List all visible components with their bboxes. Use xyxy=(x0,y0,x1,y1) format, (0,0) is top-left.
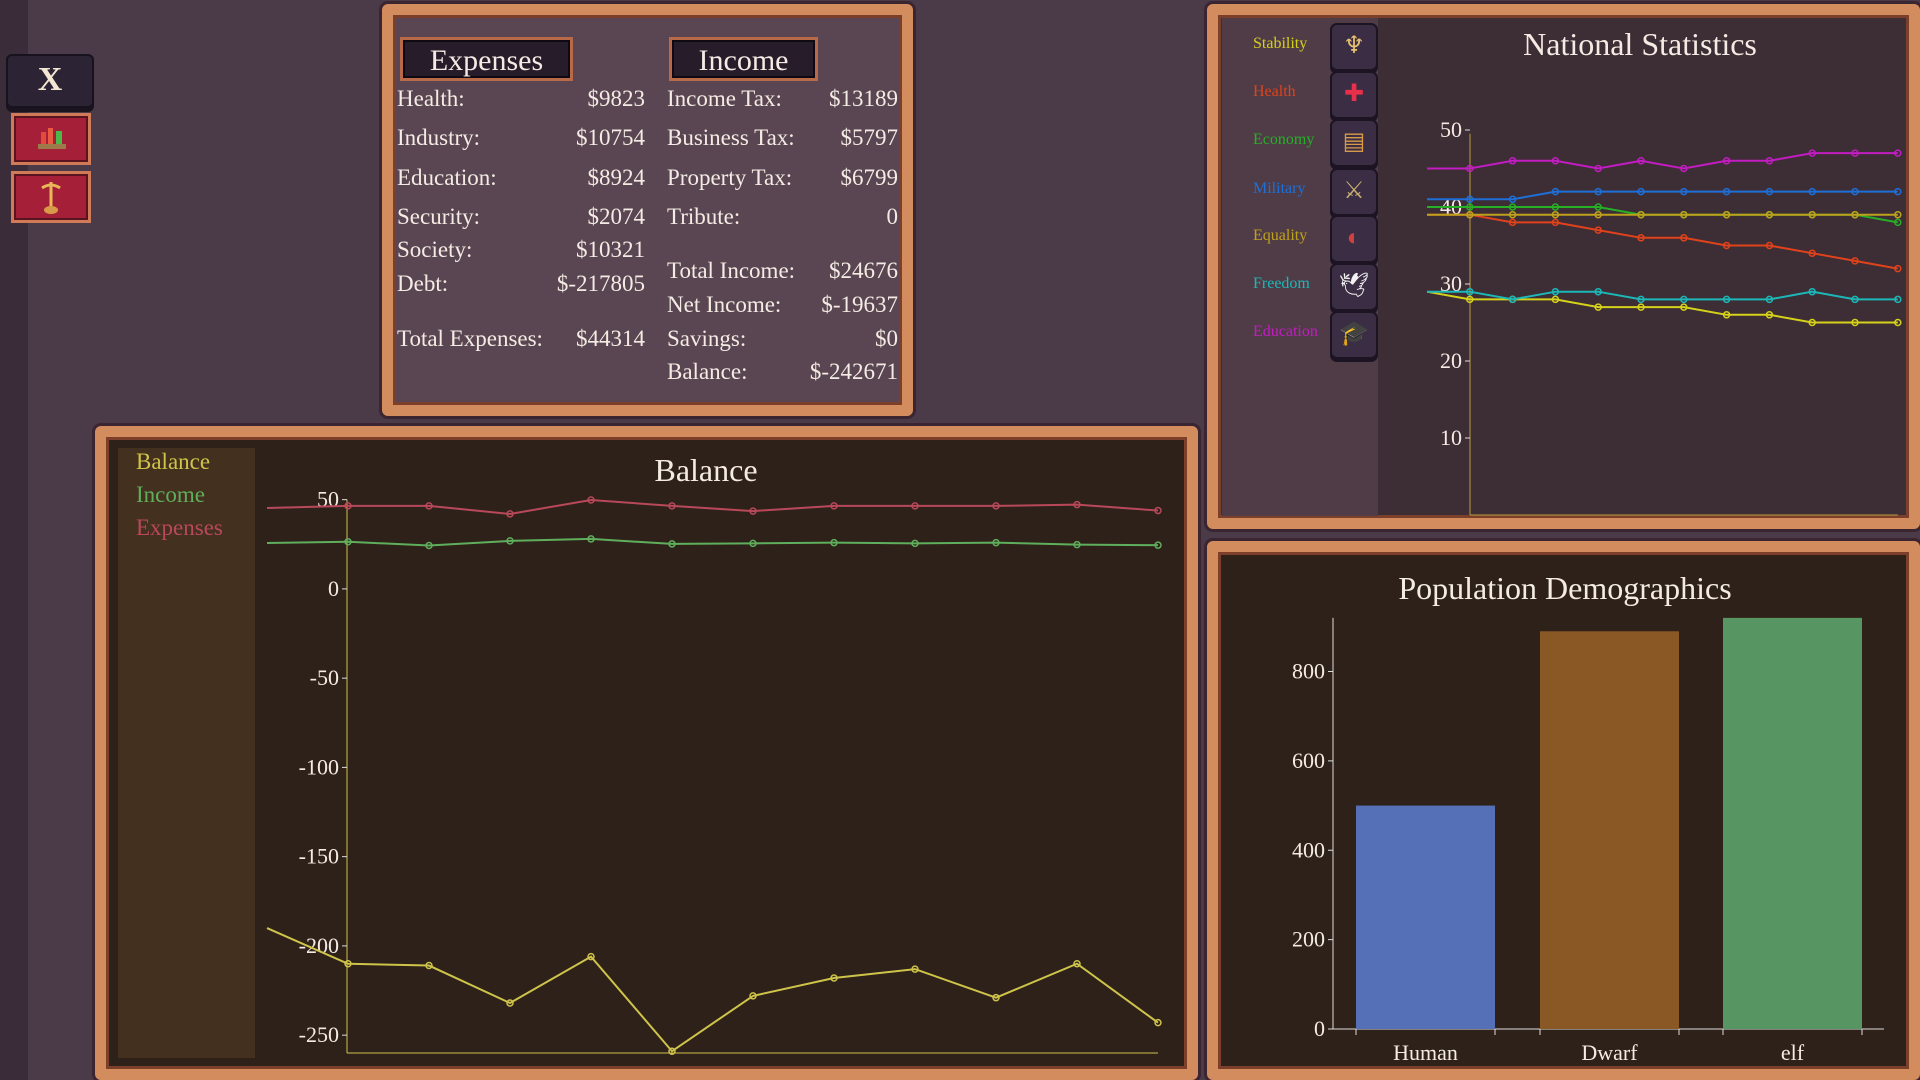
expense-label: Education: xyxy=(397,165,497,190)
health-potion-icon[interactable]: ✚ xyxy=(1330,71,1378,119)
expense-value: $9823 xyxy=(587,86,646,111)
statistics-button[interactable] xyxy=(11,113,91,165)
balance-chart-title: Balance xyxy=(654,452,758,488)
savings-label: Savings: xyxy=(667,326,747,351)
expense-label: Debt: xyxy=(397,271,449,296)
legend-expenses[interactable]: Expenses xyxy=(136,515,223,540)
expense-value: $2074 xyxy=(587,204,646,229)
population-panel xyxy=(1207,541,1920,1080)
balance-value: $-242671 xyxy=(809,359,898,384)
split-shield-icon[interactable]: ◐ xyxy=(1330,215,1378,263)
total-expenses-value: $44314 xyxy=(576,326,645,351)
population-chart-title: Population Demographics xyxy=(1398,570,1732,606)
caduceus-button[interactable] xyxy=(11,171,91,223)
expense-value: $10754 xyxy=(576,125,645,150)
national-statistics-title: National Statistics xyxy=(1523,26,1757,62)
expense-value: $-217805 xyxy=(556,271,645,296)
income-label: Business Tax: xyxy=(667,125,795,150)
balance-legend xyxy=(118,448,255,1058)
net-income-value: $-19637 xyxy=(821,292,898,317)
legend-military[interactable]: Military xyxy=(1253,180,1306,197)
bar-chart-icon xyxy=(38,128,66,149)
income-label: Income Tax: xyxy=(667,86,782,111)
graduation-cap-icon[interactable]: 🎓 xyxy=(1330,311,1378,359)
income-label: Tribute: xyxy=(667,204,741,229)
legend-freedom[interactable]: Freedom xyxy=(1253,275,1310,292)
treasure-chest-icon[interactable]: ▤ xyxy=(1330,119,1378,167)
sword-shield-icon[interactable]: ⚔ xyxy=(1330,168,1378,216)
legend-economy[interactable]: Economy xyxy=(1253,131,1315,148)
stability-emblem-icon[interactable]: ♆ xyxy=(1330,23,1378,71)
income-label: Property Tax: xyxy=(667,165,793,190)
income-value: $6799 xyxy=(840,165,899,190)
expenses-header: Expenses xyxy=(400,37,573,81)
total-income-value: $24676 xyxy=(829,258,898,283)
income-value: $5797 xyxy=(840,125,899,150)
income-header: Income xyxy=(669,37,818,81)
legend-balance[interactable]: Balance xyxy=(136,449,211,474)
expense-label: Health: xyxy=(397,86,465,111)
savings-value: $0 xyxy=(875,326,898,351)
expense-label: Society: xyxy=(397,237,473,262)
legend-equality[interactable]: Equality xyxy=(1253,227,1308,244)
income-value: $13189 xyxy=(829,86,898,111)
legend-stability[interactable]: Stability xyxy=(1253,35,1308,52)
expense-label: Security: xyxy=(397,204,481,229)
expense-value: $10321 xyxy=(576,237,645,262)
expense-label: Industry: xyxy=(397,125,481,150)
legend-health[interactable]: Health xyxy=(1253,83,1296,100)
legend-income[interactable]: Income xyxy=(136,482,205,507)
expense-value: $8924 xyxy=(587,165,646,190)
income-value: 0 xyxy=(886,204,899,229)
balance-panel xyxy=(95,426,1198,1080)
legend-education[interactable]: Education xyxy=(1253,323,1318,340)
balance-label: Balance: xyxy=(667,359,748,384)
close-button[interactable]: X xyxy=(6,54,94,108)
dove-icon[interactable]: 🕊 xyxy=(1330,263,1378,311)
total-expenses-label: Total Expenses: xyxy=(397,326,543,351)
caduceus-icon xyxy=(41,182,61,214)
net-income-label: Net Income: xyxy=(667,292,782,317)
total-income-label: Total Income: xyxy=(667,258,796,283)
